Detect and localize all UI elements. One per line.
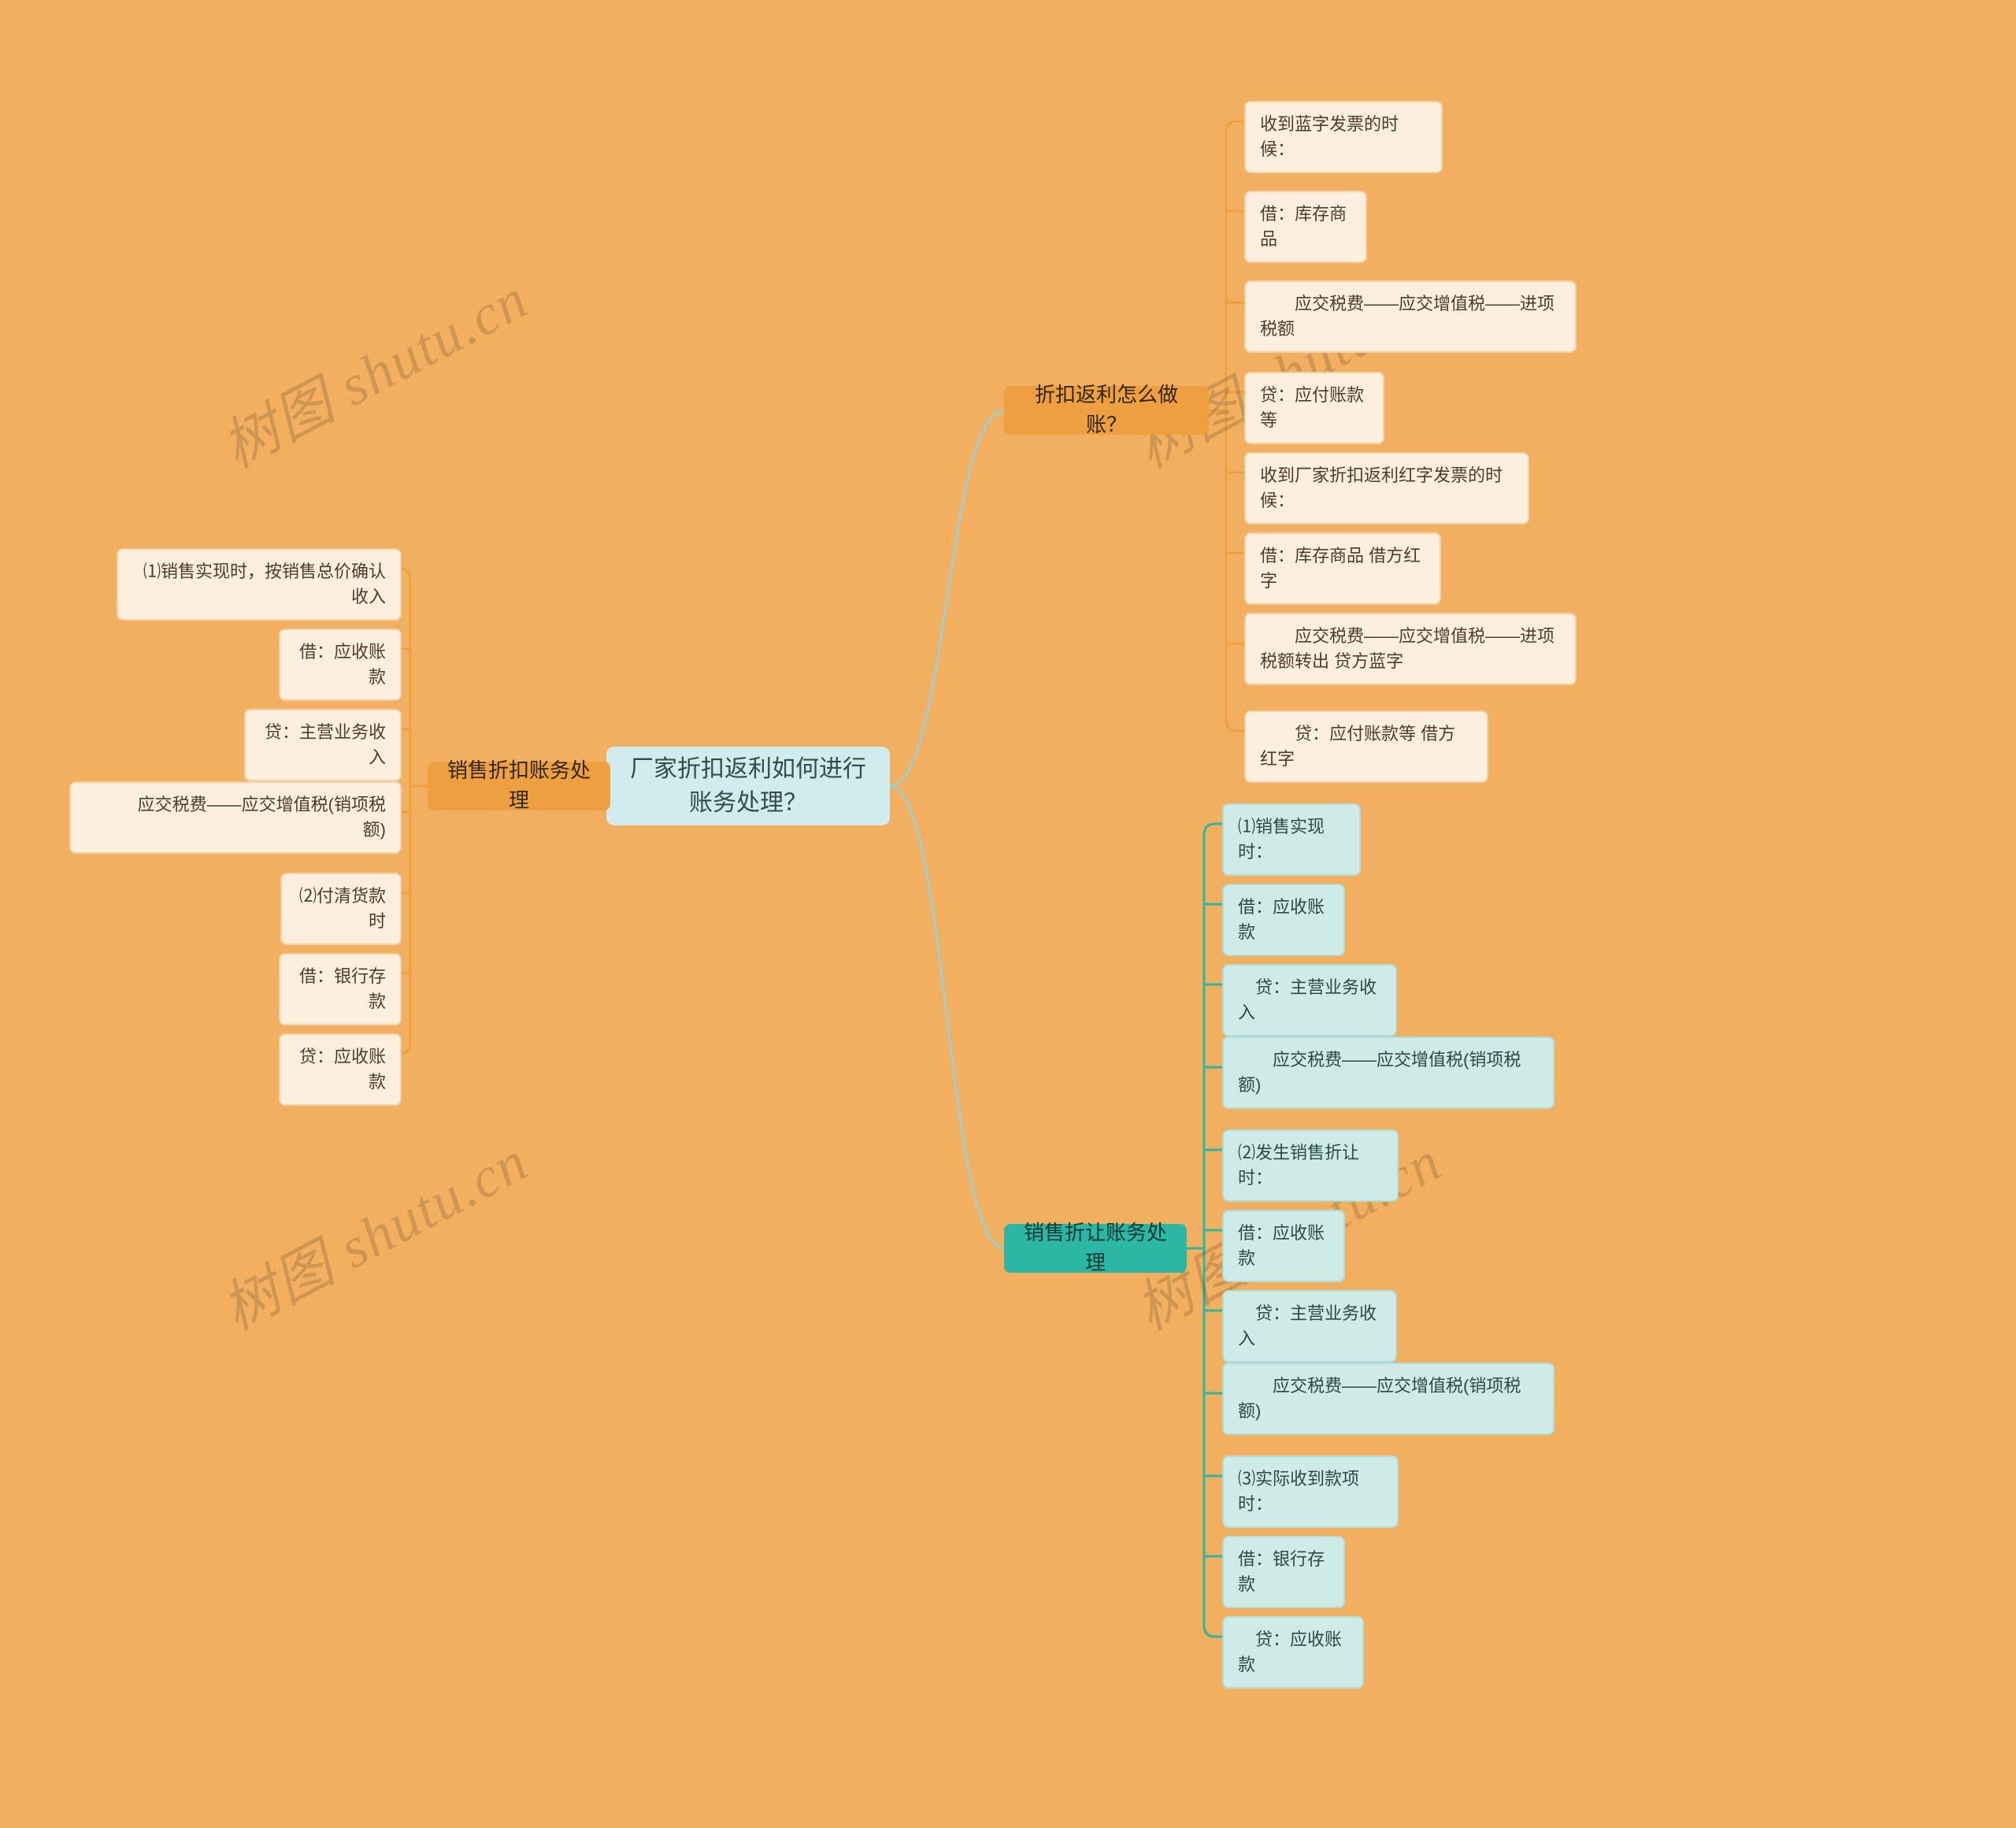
- leaf-node: ⑴销售实现时，按销售总价确认收入: [117, 548, 402, 621]
- branch-node: 销售折扣账务处理: [428, 762, 610, 810]
- leaf-node: ⑵付清货款时: [280, 873, 402, 945]
- leaf-node: 贷：应收账款: [1222, 1616, 1364, 1689]
- leaf-node: 贷：应付账款等: [1244, 372, 1384, 444]
- leaf-node: ⑵发生销售折让时：: [1222, 1129, 1399, 1202]
- leaf-node: 应交税费——应交增值税(销项税额): [1222, 1363, 1555, 1435]
- leaf-node: 应交税费——应交增值税(销项税额): [69, 781, 402, 854]
- leaf-node: 贷：主营业务收入: [1222, 964, 1397, 1036]
- leaf-node: 应交税费——应交增值税——进项税额转出 贷方蓝字: [1244, 613, 1577, 685]
- leaf-node: 贷：应付账款等 借方红字: [1244, 710, 1488, 783]
- leaf-node: 贷：主营业务收入: [244, 709, 402, 781]
- leaf-node: 贷：应收账款: [279, 1033, 402, 1106]
- leaf-node: ⑴销售实现时：: [1222, 803, 1361, 876]
- leaf-node: 贷：主营业务收入: [1222, 1290, 1397, 1363]
- branch-node: 销售折让账务处理: [1004, 1224, 1187, 1273]
- leaf-node: 借：应收账款: [1222, 1210, 1345, 1282]
- leaf-node: 借：库存商品 借方红字: [1244, 532, 1441, 605]
- branch-node: 折扣返利怎么做账？: [1004, 386, 1209, 435]
- leaf-node: 收到厂家折扣返利红字发票的时候：: [1244, 452, 1529, 525]
- root-node: 厂家折扣返利如何进行账务处理？: [606, 747, 890, 825]
- leaf-node: 借：应收账款: [279, 628, 402, 701]
- leaf-node: 借：银行存款: [1222, 1536, 1345, 1608]
- leaf-node: 借：银行存款: [279, 953, 402, 1025]
- leaf-node: 应交税费——应交增值税(销项税额): [1222, 1036, 1555, 1109]
- leaf-node: 借：库存商品: [1244, 191, 1367, 263]
- leaf-node: 收到蓝字发票的时候：: [1244, 101, 1443, 173]
- leaf-node: ⑶实际收到款项时：: [1222, 1455, 1399, 1528]
- leaf-node: 借：应收账款: [1222, 884, 1345, 956]
- leaf-node: 应交税费——应交增值税——进项税额: [1244, 280, 1577, 353]
